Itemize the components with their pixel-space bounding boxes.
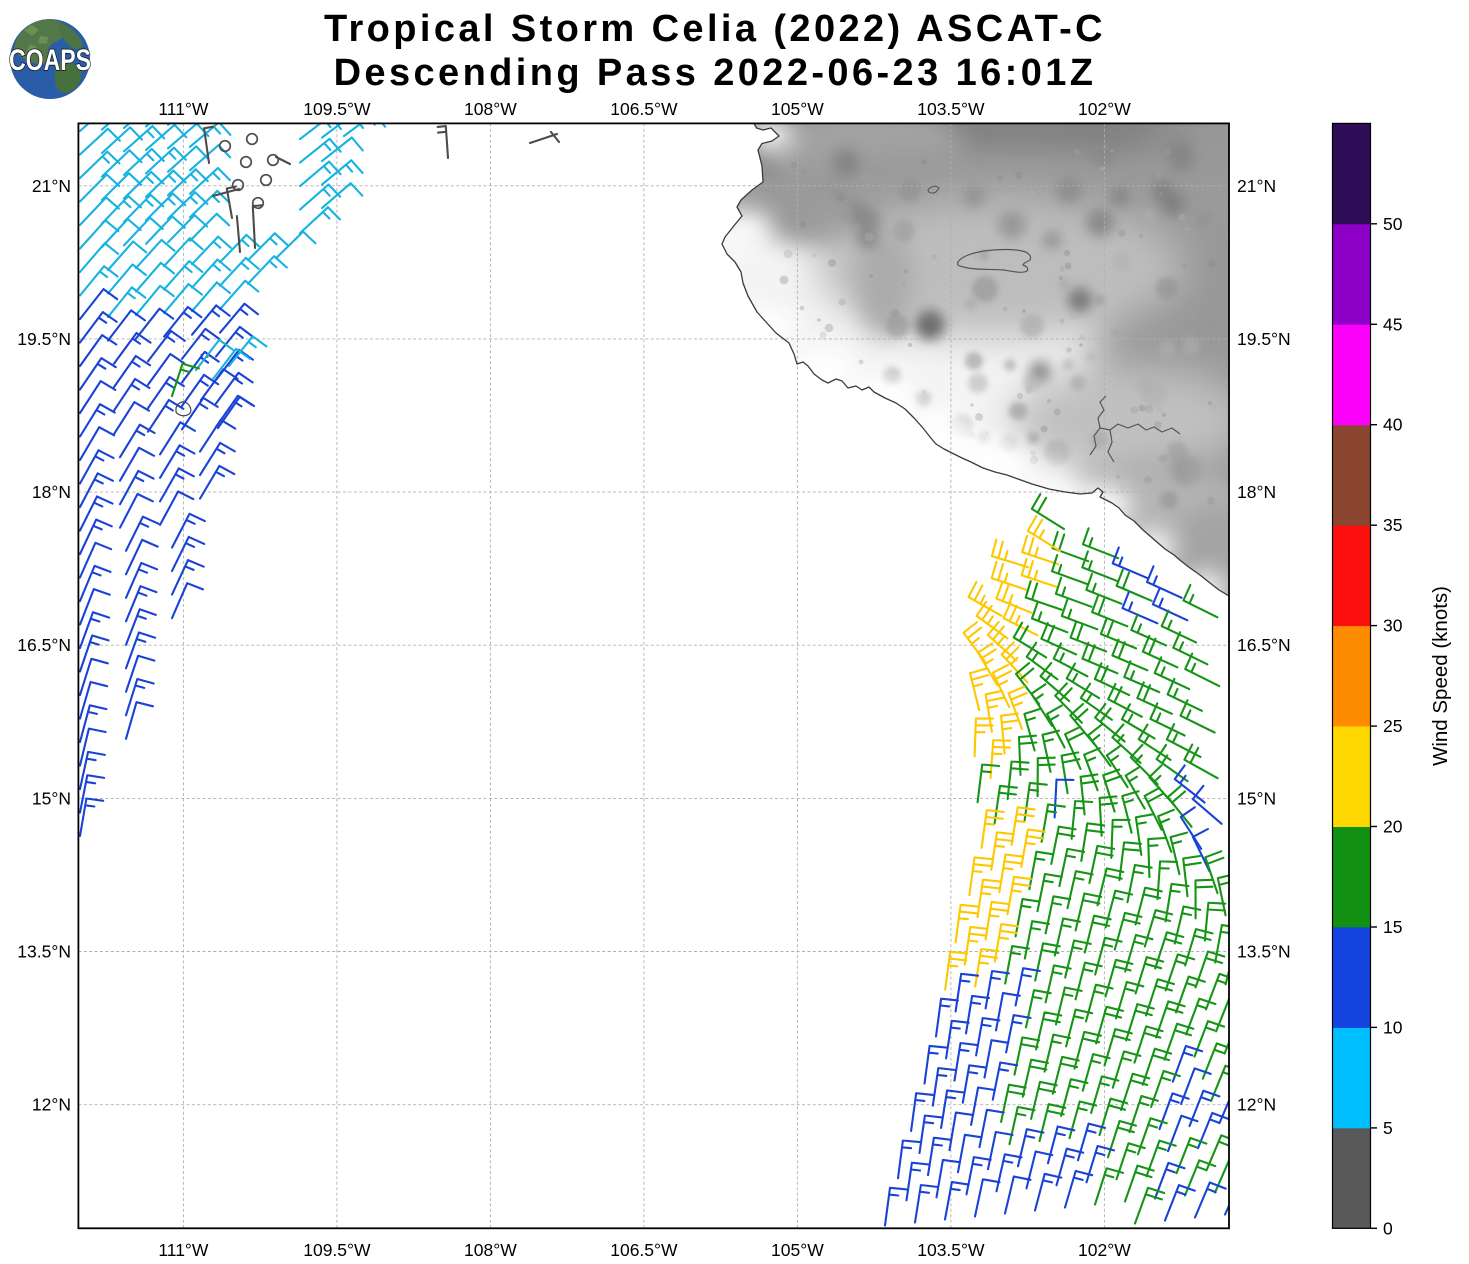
svg-text:105°W: 105°W: [771, 1240, 824, 1260]
svg-text:15°N: 15°N: [1237, 788, 1276, 808]
svg-text:103.5°W: 103.5°W: [917, 1240, 985, 1260]
svg-text:102°W: 102°W: [1078, 1240, 1131, 1260]
svg-text:Wind Speed (knots): Wind Speed (knots): [1429, 586, 1452, 766]
svg-text:15°N: 15°N: [32, 788, 71, 808]
svg-text:21°N: 21°N: [32, 176, 71, 196]
svg-text:103.5°W: 103.5°W: [917, 99, 985, 119]
svg-text:COAPS: COAPS: [9, 43, 91, 77]
svg-text:13.5°N: 13.5°N: [1237, 942, 1291, 962]
svg-text:13.5°N: 13.5°N: [17, 942, 71, 962]
svg-text:108°W: 108°W: [464, 99, 517, 119]
svg-text:20: 20: [1383, 817, 1403, 837]
svg-text:19.5°N: 19.5°N: [1237, 329, 1291, 349]
svg-text:18°N: 18°N: [32, 482, 71, 502]
svg-text:106.5°W: 106.5°W: [610, 99, 678, 119]
svg-text:Tropical Storm Celia (2022) AS: Tropical Storm Celia (2022) ASCAT-C: [324, 8, 1106, 50]
svg-text:10: 10: [1383, 1017, 1403, 1037]
svg-text:Descending Pass 2022-06-23 16:: Descending Pass 2022-06-23 16:01Z: [334, 52, 1097, 94]
svg-text:109.5°W: 109.5°W: [303, 99, 371, 119]
svg-text:16.5°N: 16.5°N: [1237, 635, 1291, 655]
svg-text:25: 25: [1383, 716, 1402, 736]
svg-text:102°W: 102°W: [1078, 99, 1131, 119]
svg-text:50: 50: [1383, 214, 1403, 234]
svg-text:111°W: 111°W: [158, 1240, 209, 1260]
svg-text:109.5°W: 109.5°W: [303, 1240, 371, 1260]
svg-text:111°W: 111°W: [158, 99, 209, 119]
svg-text:21°N: 21°N: [1237, 176, 1276, 196]
svg-text:19.5°N: 19.5°N: [17, 329, 71, 349]
svg-text:45: 45: [1383, 314, 1402, 334]
svg-text:18°N: 18°N: [1237, 482, 1276, 502]
svg-text:12°N: 12°N: [1237, 1095, 1276, 1115]
svg-text:105°W: 105°W: [771, 99, 824, 119]
svg-text:40: 40: [1383, 415, 1403, 435]
svg-text:30: 30: [1383, 616, 1403, 636]
svg-text:35: 35: [1383, 515, 1402, 535]
svg-text:16.5°N: 16.5°N: [17, 635, 71, 655]
svg-text:5: 5: [1383, 1118, 1393, 1138]
svg-text:106.5°W: 106.5°W: [610, 1240, 678, 1260]
svg-text:0: 0: [1383, 1218, 1393, 1238]
svg-text:12°N: 12°N: [32, 1095, 71, 1115]
svg-text:15: 15: [1383, 917, 1402, 937]
svg-text:108°W: 108°W: [464, 1240, 517, 1260]
